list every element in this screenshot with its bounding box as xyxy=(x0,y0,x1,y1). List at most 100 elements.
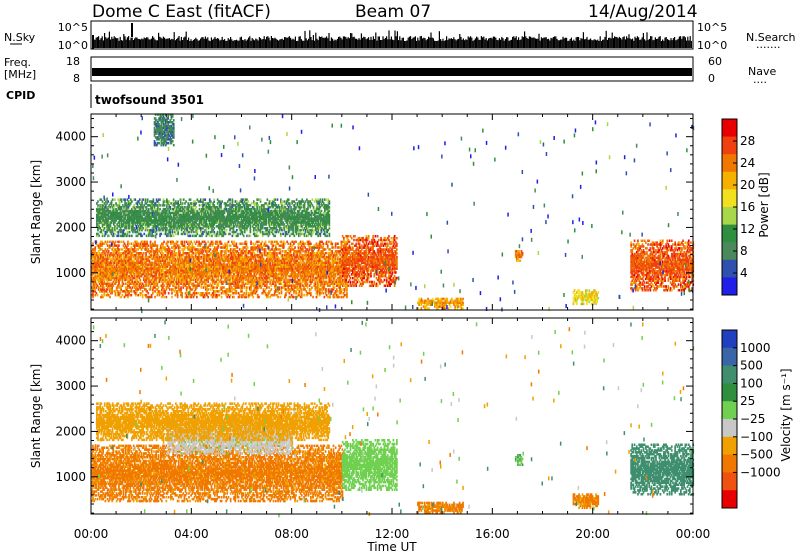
data-cell xyxy=(153,269,155,272)
data-cell xyxy=(235,267,238,270)
data-cell xyxy=(194,274,197,278)
data-cell xyxy=(256,265,259,268)
data-cell xyxy=(337,271,339,274)
data-cell xyxy=(279,252,282,255)
data-cell xyxy=(307,244,310,247)
data-cell xyxy=(286,284,288,287)
data-cell xyxy=(254,284,257,287)
data-cell xyxy=(157,273,160,276)
data-cell xyxy=(259,259,261,263)
data-cell xyxy=(190,263,192,266)
data-cell xyxy=(287,269,290,272)
data-cell xyxy=(306,248,309,251)
data-cell xyxy=(95,261,98,264)
nsky-bar xyxy=(95,37,97,48)
nsky-bar xyxy=(518,37,520,48)
data-cell xyxy=(164,267,167,270)
nsky-bar xyxy=(514,37,516,48)
data-cell xyxy=(343,261,345,265)
data-cell xyxy=(114,271,117,274)
data-cell xyxy=(179,252,181,255)
data-cell xyxy=(241,255,243,259)
data-cell xyxy=(97,257,100,261)
data-cell xyxy=(296,274,299,278)
data-cell xyxy=(197,265,199,268)
nsky-bars xyxy=(92,23,692,49)
nsky-bar xyxy=(519,40,521,48)
data-cell xyxy=(167,250,170,253)
nsky-bar xyxy=(254,40,256,48)
data-cell xyxy=(95,265,98,268)
nsky-bar xyxy=(94,39,96,48)
data-cell xyxy=(144,280,146,284)
data-cell xyxy=(263,276,266,280)
data-cell xyxy=(277,263,279,266)
data-cell xyxy=(114,290,117,293)
nsky-bar xyxy=(527,38,529,48)
data-cell xyxy=(256,271,259,274)
nsky-bar xyxy=(101,36,103,48)
data-cell xyxy=(328,288,330,291)
data-cell xyxy=(128,255,130,259)
data-cell xyxy=(163,274,165,278)
data-cell xyxy=(102,271,104,274)
data-cell xyxy=(150,263,153,266)
data-cell xyxy=(173,273,176,276)
nsky-bar xyxy=(352,37,354,48)
data-cell xyxy=(300,271,303,274)
data-cell xyxy=(101,248,103,251)
data-cell xyxy=(115,255,118,259)
data-cell xyxy=(282,257,285,261)
data-cell xyxy=(113,290,116,293)
data-cell xyxy=(144,271,146,274)
data-cell xyxy=(203,257,206,261)
data-cell xyxy=(308,274,311,278)
data-cell xyxy=(244,274,247,278)
data-cell xyxy=(161,269,163,272)
data-cell xyxy=(340,252,343,255)
data-cell xyxy=(245,242,248,245)
data-cell xyxy=(216,273,218,276)
data-cell xyxy=(319,252,321,255)
data-cell xyxy=(287,271,290,274)
data-cell xyxy=(256,267,259,270)
data-cell xyxy=(101,278,103,282)
data-cell xyxy=(254,257,257,261)
data-cell xyxy=(191,250,194,253)
data-cell xyxy=(299,265,302,268)
data-cell xyxy=(209,261,212,264)
data-cell xyxy=(112,284,115,287)
data-cell xyxy=(198,284,200,287)
data-cell xyxy=(250,282,252,285)
data-cell xyxy=(188,280,190,284)
data-cell xyxy=(127,240,129,244)
data-cell xyxy=(128,280,130,284)
data-cell xyxy=(106,261,109,264)
data-cell xyxy=(206,250,208,253)
data-cell xyxy=(105,250,108,253)
data-cell xyxy=(110,288,112,291)
data-cell xyxy=(310,267,312,270)
data-cell xyxy=(202,265,205,268)
data-cell xyxy=(266,257,268,261)
data-cell xyxy=(297,282,300,285)
data-cell xyxy=(194,292,197,295)
data-cell xyxy=(216,290,218,293)
data-cell xyxy=(297,250,300,253)
data-cell xyxy=(112,250,115,253)
data-cell xyxy=(147,267,150,270)
data-cell xyxy=(211,284,214,287)
data-cell xyxy=(217,261,220,264)
data-cell xyxy=(281,244,284,247)
data-cell xyxy=(163,265,165,268)
nsky-bar xyxy=(488,38,490,48)
data-cell xyxy=(260,253,262,257)
nsky-bar xyxy=(520,39,522,48)
data-cell xyxy=(145,263,147,266)
data-cell xyxy=(200,278,203,282)
data-cell xyxy=(172,246,174,249)
data-cell xyxy=(302,259,304,263)
nsky-bar xyxy=(342,36,344,48)
data-cell xyxy=(101,252,103,255)
